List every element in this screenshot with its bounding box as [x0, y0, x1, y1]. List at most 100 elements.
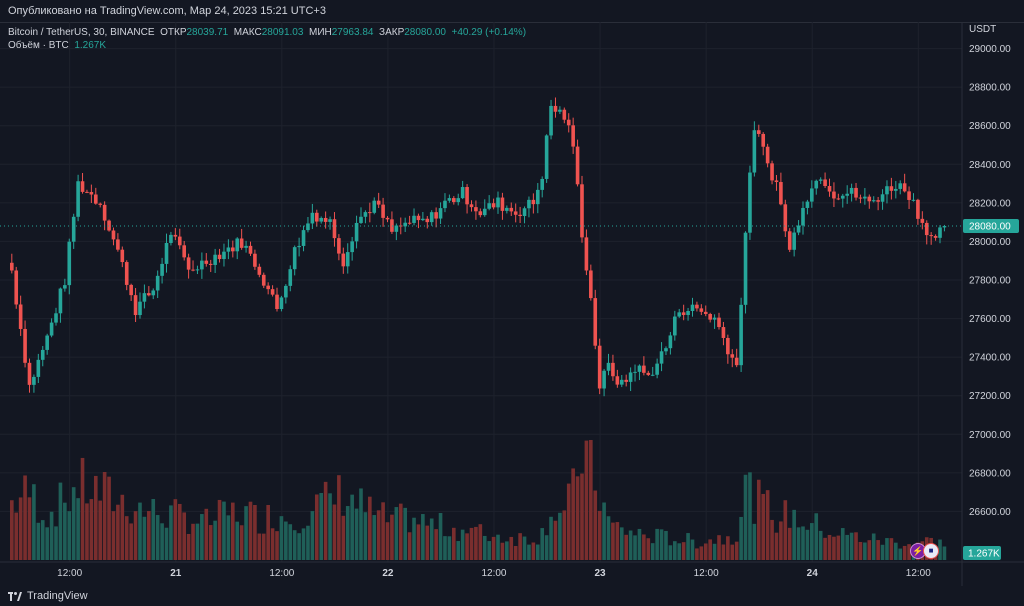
- candle-body: [624, 379, 628, 382]
- tradingview-brand[interactable]: TradingView: [8, 590, 88, 602]
- volume-bar: [71, 487, 76, 560]
- volume-value: 1.267K: [74, 40, 107, 51]
- volume-bar: [814, 513, 819, 560]
- candle-body: [889, 186, 894, 191]
- volume-bar: [27, 497, 32, 560]
- candle-body: [235, 238, 240, 252]
- candle-body: [708, 313, 712, 320]
- volume-bar: [231, 502, 235, 560]
- volume-bar: [602, 502, 606, 560]
- candle-body: [827, 186, 832, 192]
- candle-body: [421, 218, 425, 221]
- volume-bar: [505, 541, 509, 560]
- volume-bar: [695, 548, 699, 560]
- candle-body: [867, 196, 872, 202]
- volume-bar: [465, 533, 469, 560]
- volume-bar: [443, 536, 447, 560]
- volume-bar: [363, 512, 368, 560]
- candle-body: [690, 304, 695, 311]
- candle-body: [58, 288, 63, 314]
- volume-bar: [314, 494, 319, 560]
- volume-bar: [102, 471, 107, 560]
- candle-body: [231, 247, 235, 252]
- volume-bar: [173, 499, 178, 560]
- candle-body: [474, 207, 478, 212]
- volume-bar: [253, 504, 257, 560]
- volume-bar: [438, 513, 443, 560]
- volume-bar: [310, 511, 315, 560]
- candle-body: [18, 304, 23, 329]
- volume-bar: [482, 535, 487, 560]
- candle-body: [575, 146, 580, 185]
- volume-bar: [429, 518, 434, 560]
- candle-body: [602, 370, 606, 389]
- close-label: ЗАКР: [379, 27, 405, 38]
- candle-body: [306, 223, 310, 231]
- candle-body: [500, 197, 505, 211]
- volume-bar: [447, 536, 452, 560]
- candle-body: [880, 194, 885, 202]
- candle-body: [721, 327, 726, 338]
- volume-bar: [880, 544, 885, 560]
- top-bar: Опубликовано на TradingView.com, Мар 24,…: [0, 0, 1024, 23]
- volume-bar: [743, 474, 748, 560]
- low-label: МИН: [309, 27, 332, 38]
- candle-body: [522, 208, 527, 217]
- volume-bar: [938, 539, 942, 560]
- candle-body: [482, 208, 487, 216]
- x-tick-label: 12:00: [906, 568, 931, 579]
- candle-body: [434, 212, 438, 219]
- candle-body: [664, 348, 668, 352]
- candle-body: [32, 376, 36, 385]
- candle-body: [787, 231, 792, 250]
- volume-bar: [93, 475, 98, 560]
- candle-body: [527, 199, 531, 209]
- symbol-label: Bitcoin / TetherUS, 30, BINANCE: [8, 27, 155, 38]
- volume-bar: [469, 527, 474, 560]
- candle-body: [85, 191, 89, 193]
- volume-bar: [633, 535, 637, 560]
- candle-body: [840, 195, 845, 199]
- volume-bar: [368, 496, 372, 560]
- y-tick-label: 28400.00: [969, 160, 1011, 171]
- volume-bar: [394, 507, 399, 560]
- volume-bar: [827, 534, 832, 560]
- candle-body: [14, 270, 19, 305]
- volume-bar: [478, 524, 483, 560]
- candle-body: [589, 270, 593, 299]
- candle-body: [116, 239, 120, 250]
- candle-body: [89, 192, 94, 195]
- volume-bar: [686, 533, 690, 560]
- volume-bar: [107, 476, 111, 560]
- candle-body: [801, 207, 805, 226]
- volume-bar: [85, 503, 89, 560]
- candle-body: [752, 130, 757, 173]
- volume-bar: [898, 548, 903, 560]
- candle-body: [177, 236, 182, 246]
- volume-bar: [204, 508, 209, 560]
- x-tick-label: 12:00: [481, 568, 506, 579]
- event-flag-icon[interactable]: ■: [923, 543, 939, 559]
- volume-bar: [332, 504, 337, 560]
- candle-body: [566, 119, 571, 126]
- volume-bar: [14, 512, 19, 560]
- candle-body: [703, 311, 708, 314]
- volume-bar: [398, 503, 403, 560]
- candle-body: [337, 238, 341, 254]
- volume-bar: [372, 515, 377, 560]
- volume-bar: [270, 528, 275, 560]
- candle-body: [253, 253, 257, 267]
- price-chart[interactable]: 29000.00 28800.00 28600.00 28400.00 28200.00…: [0, 22, 1024, 586]
- volume-bar: [120, 494, 125, 560]
- candle-body: [204, 260, 209, 264]
- candle-body: [10, 262, 14, 271]
- candle-body: [849, 187, 854, 194]
- published-caption: Опубликовано на TradingView.com, Мар 24,…: [8, 5, 326, 17]
- candle-body: [673, 316, 677, 336]
- volume-bar: [597, 510, 602, 560]
- volume-bar: [628, 530, 633, 560]
- volume-bar: [787, 527, 792, 560]
- candle-body: [314, 212, 319, 222]
- candle-body: [518, 214, 522, 217]
- chart-area[interactable]: 29000.00 28800.00 28600.00 28400.00 28200.00…: [0, 22, 1024, 586]
